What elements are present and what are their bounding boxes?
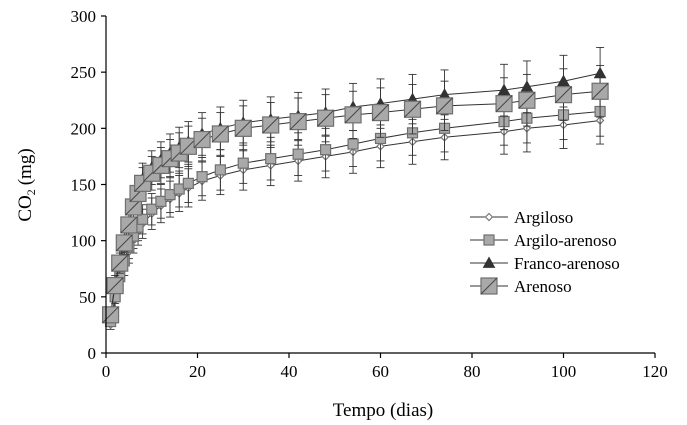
data-point-arenoso: [554, 86, 573, 104]
y-tick-label: 250: [71, 63, 97, 82]
y-axis-title: CO2 (mg): [15, 148, 38, 221]
y-tick-label: 200: [71, 119, 97, 138]
x-tick-label: 20: [189, 362, 206, 381]
data-point-arenoso: [591, 82, 609, 100]
x-tick-label: 100: [551, 362, 577, 381]
y-tick-label: 0: [88, 344, 97, 363]
plot-area: [101, 47, 609, 330]
x-tick-label: 120: [642, 362, 668, 381]
data-point-argilo-arenoso: [146, 203, 158, 215]
series-arenoso: [101, 64, 609, 324]
data-point-arenoso: [211, 125, 229, 143]
legend-label-argilo-arenoso: Argilo-arenoso: [514, 231, 617, 250]
data-point-arenoso: [371, 104, 390, 122]
legend-item-franco-arenoso: Franco-arenoso: [470, 254, 620, 273]
legend-item-arenoso: Arenoso: [470, 277, 572, 296]
y-tick-label: 300: [71, 7, 97, 26]
legend-label-arenoso: Arenoso: [514, 277, 572, 296]
data-point-arenoso: [289, 112, 307, 131]
y-axis-title-unit: (mg): [15, 148, 36, 185]
data-point-argilo-arenoso: [155, 195, 167, 207]
data-point-arenoso: [234, 119, 252, 137]
data-point-arenoso: [111, 254, 129, 272]
y-tick-label: 50: [79, 288, 96, 307]
legend-marker-arenoso: [480, 277, 498, 295]
legend-item-argiloso: Argiloso: [470, 208, 573, 227]
data-point-arenoso: [120, 216, 138, 234]
legend-marker-franco-arenoso: [482, 256, 496, 268]
data-point-arenoso: [317, 109, 335, 127]
data-point-argilo-arenoso: [164, 189, 176, 201]
y-axis-title-main: CO: [15, 195, 36, 221]
data-point-argilo-arenoso: [320, 144, 332, 156]
legend-item-argilo-arenoso: Argilo-arenoso: [470, 231, 617, 250]
data-point-arenoso: [495, 95, 513, 113]
y-axis-title-subscript: 2: [24, 189, 38, 195]
data-point-argilo-arenoso: [347, 138, 359, 150]
data-point-arenoso: [101, 306, 120, 324]
data-point-argilo-arenoso: [196, 171, 208, 183]
data-point-argilo-arenoso: [292, 148, 304, 160]
data-point-arenoso: [106, 277, 124, 295]
legend-marker-argilo-arenoso: [483, 234, 495, 246]
legend-label-franco-arenoso: Franco-arenoso: [514, 254, 620, 273]
y-tick-label: 100: [71, 232, 97, 251]
data-point-argilo-arenoso: [182, 177, 194, 189]
data-point-arenoso: [193, 130, 211, 149]
data-point-argilo-arenoso: [237, 157, 249, 169]
data-point-argilo-arenoso: [265, 153, 277, 165]
x-tick-label: 0: [102, 362, 111, 381]
data-point-argilo-arenoso: [173, 183, 185, 195]
data-point-argilo-arenoso: [137, 213, 149, 225]
y-tick-label: 150: [71, 176, 97, 195]
data-point-arenoso: [403, 100, 422, 118]
data-point-arenoso: [262, 116, 280, 134]
data-point-arenoso: [344, 106, 362, 124]
data-point-argilo-arenoso: [214, 164, 226, 176]
legend-marker-argiloso: [484, 212, 494, 222]
x-axis-title: Tempo (dias): [333, 400, 434, 421]
legend: Argiloso Argilo-arenoso Franco-arenoso Aren…: [470, 208, 620, 296]
axes: 0 50 100 150 200 250 300 0 20 40 60 80 100 120: [71, 7, 668, 381]
x-tick-label: 80: [464, 362, 481, 381]
legend-label-argiloso: Argiloso: [514, 208, 573, 227]
data-point-arenoso: [435, 97, 454, 115]
data-point-arenoso: [518, 91, 536, 109]
data-point-arenoso: [115, 234, 133, 252]
x-tick-label: 60: [372, 362, 389, 381]
x-tick-label: 40: [281, 362, 298, 381]
